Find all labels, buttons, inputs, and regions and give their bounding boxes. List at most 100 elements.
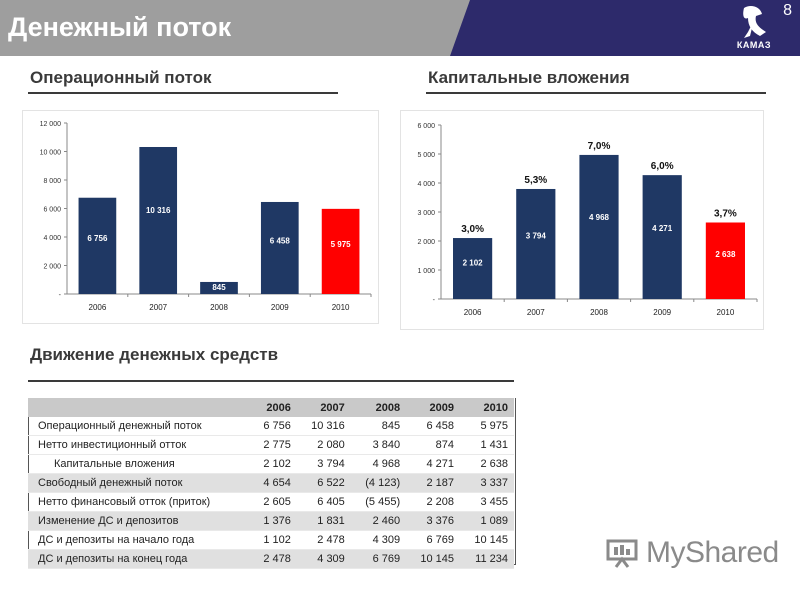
bar-value-label: 4 968 (589, 213, 610, 222)
table-cell: 5 975 (460, 417, 514, 436)
y-tick-label: 12 000 (40, 121, 62, 128)
watermark-text: MyShared (646, 536, 779, 569)
table-cell: 4 654 (250, 473, 297, 493)
table-cell: 4 309 (350, 530, 407, 550)
y-tick-label: - (433, 297, 436, 304)
table-row: Изменение ДС и депозитов 1 376 1 831 2 4… (28, 511, 514, 531)
x-tick-label: 2009 (271, 303, 289, 312)
x-tick-label: 2007 (527, 308, 545, 317)
bar-value-label: 2 638 (715, 250, 736, 259)
table-cell: 2 775 (250, 435, 297, 455)
y-tick-label: 2 000 (417, 239, 435, 246)
section-title-cashflow: Движение денежных средств (30, 345, 279, 364)
x-tick-label: 2006 (464, 308, 482, 317)
y-tick-label: 4 000 (43, 235, 61, 242)
table-cell: 6 769 (406, 530, 461, 550)
capex-chart-svg: - 1 000 2 000 3 000 4 000 5 000 6 000 2 102 2006… (417, 123, 758, 317)
page-title: Денежный поток (8, 12, 232, 42)
x-tick-label: 2007 (149, 303, 167, 312)
bar-2008 (200, 281, 238, 294)
bar-value-label: 6 756 (87, 234, 108, 243)
y-tick-label: 6 000 (417, 123, 435, 130)
y-tick-label: 8 000 (43, 178, 61, 185)
table-cell: (4 123) (350, 473, 407, 493)
bar-2007 (516, 188, 556, 299)
table-row: ДС и депозиты на начало года 1 102 2 478… (28, 530, 514, 550)
table-row: Операционный денежный поток 6 756 10 316… (28, 417, 514, 436)
table-cell: 3 337 (460, 473, 514, 493)
bar-annotation: 5,3% (524, 175, 547, 186)
table-cell: 3 455 (460, 492, 514, 512)
table-cell: (5 455) (350, 492, 407, 512)
table-cell: 1 102 (250, 530, 297, 550)
table-cell: 4 968 (350, 454, 407, 474)
table-cell: 2 478 (250, 549, 297, 569)
table-header-cell: 2010 (460, 398, 514, 417)
y-tick-label: 1 000 (417, 268, 435, 275)
table-cell: 10 145 (406, 549, 461, 569)
x-tick-label: 2006 (89, 303, 107, 312)
table-cell: 2 605 (250, 492, 297, 512)
table-cell: 11 234 (460, 549, 514, 569)
y-tick-label: 10 000 (40, 150, 62, 157)
x-tick-label: 2010 (332, 303, 350, 312)
table-cell: 2 187 (406, 473, 461, 493)
table-cell: Свободный денежный поток (28, 473, 251, 493)
y-tick-label: 4 000 (417, 181, 435, 188)
table-cell: Капитальные вложения (28, 454, 251, 474)
y-tick-label: 3 000 (417, 210, 435, 217)
table-cell: 2 460 (350, 511, 407, 531)
section-underline-capex (426, 92, 766, 94)
table-cell: 1 376 (250, 511, 297, 531)
section-underline-cashflow (28, 380, 514, 382)
table-cell: 2 638 (460, 454, 514, 474)
bar-annotation: 6,0% (651, 161, 674, 172)
table-cell: 1 089 (460, 511, 514, 531)
table-header-cell (28, 398, 251, 417)
bar-2009 (260, 201, 299, 294)
header-title-band (0, 0, 470, 56)
bar-value-label: 3 794 (526, 231, 547, 240)
bar-2006 (78, 197, 117, 294)
table-cell: 2 478 (296, 530, 351, 550)
bar-2008 (579, 154, 619, 299)
table-header-row: 2006 2007 2008 2009 2010 (28, 398, 514, 417)
bar-value-label: 10 316 (146, 206, 171, 215)
table-row: Капитальные вложения 2 102 3 794 4 968 4… (28, 454, 514, 474)
table-row: Нетто инвестиционный отток 2 775 2 080 3… (28, 435, 514, 455)
table-cell: ДС и депозиты на конец года (28, 549, 251, 569)
bar-value-label: 845 (212, 283, 226, 292)
table-cell: 10 316 (296, 417, 351, 436)
table-cell: 6 756 (250, 417, 297, 436)
table-cell: Нетто инвестиционный отток (28, 435, 251, 455)
table-cell: 6 769 (350, 549, 407, 569)
table-cell: ДС и депозиты на начало года (28, 530, 251, 550)
presentation-board-icon (606, 539, 638, 568)
bar-annotation: 3,7% (714, 208, 737, 219)
table-cell: 1 431 (460, 435, 514, 455)
table-cell: 4 271 (406, 454, 461, 474)
table-row: Свободный денежный поток 4 654 6 522 (4 … (28, 473, 514, 493)
section-title-operating: Операционный поток (30, 68, 212, 87)
table-header-cell: 2008 (350, 398, 407, 417)
table-header-cell: 2007 (296, 398, 351, 417)
table-cell: 6 405 (296, 492, 351, 512)
table-cell: 3 794 (296, 454, 351, 474)
x-tick-label: 2008 (590, 308, 608, 317)
table-cell: Операционный денежный поток (28, 417, 251, 436)
cashflow-table: 2006 2007 2008 2009 2010 Операционный де… (28, 398, 514, 569)
bar-2009 (642, 175, 682, 299)
capex-chart: - 1 000 2 000 3 000 4 000 5 000 6 000 2 102 2006… (400, 110, 764, 330)
operating-chart-svg: - 2 000 4 000 6 000 8 000 10 000 12 000 6 756 20… (40, 121, 372, 312)
table-cell: 3 840 (350, 435, 407, 455)
table-cell: 3 376 (406, 511, 461, 531)
table-cell: 6 522 (296, 473, 351, 493)
operating-chart: - 2 000 4 000 6 000 8 000 10 000 12 000 6 756 20… (22, 110, 379, 324)
table-cell: 4 309 (296, 549, 351, 569)
y-tick-label: 2 000 (43, 264, 61, 271)
page-number: 8 (783, 2, 792, 19)
bar-annotation: 7,0% (588, 141, 611, 152)
bar-2010 (321, 208, 360, 294)
table-cell: Изменение ДС и депозитов (28, 511, 251, 531)
table-cell: 1 831 (296, 511, 351, 531)
